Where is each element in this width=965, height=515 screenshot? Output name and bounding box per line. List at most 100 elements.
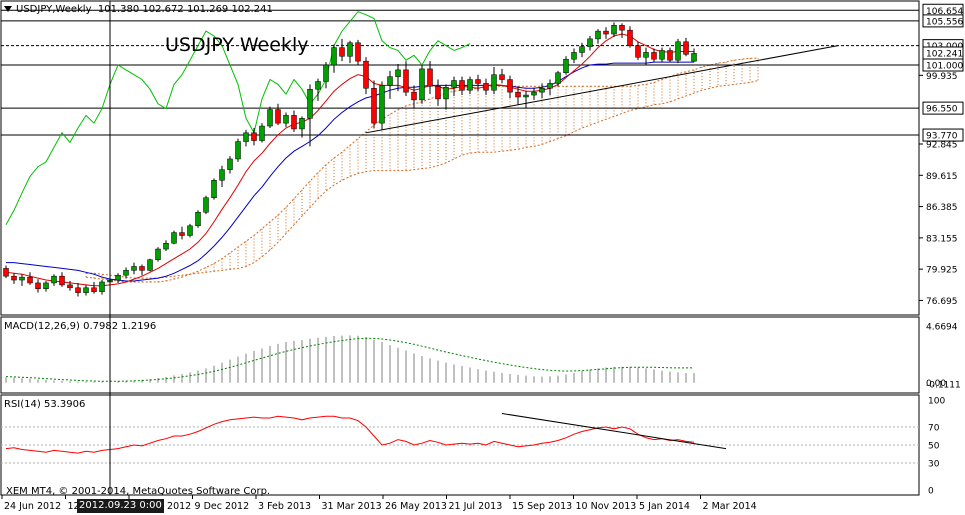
price-trendline xyxy=(365,45,839,134)
candle-body xyxy=(203,197,209,213)
candle-body xyxy=(267,109,273,127)
candle-body xyxy=(323,64,329,82)
candle-body xyxy=(339,47,345,57)
time-label: 9 Dec 2012 xyxy=(195,501,250,512)
chikou-span-line xyxy=(5,11,471,226)
candle-body xyxy=(419,68,425,101)
time-label: 10 Nov 2013 xyxy=(576,501,637,512)
candle-body xyxy=(659,50,665,60)
price-label: 101.000 xyxy=(926,62,963,72)
candle-body xyxy=(19,276,25,281)
candle-body xyxy=(579,46,585,53)
price-label: 76.695 xyxy=(926,297,958,307)
candle-body xyxy=(427,68,433,87)
macd-signal-line xyxy=(5,337,694,382)
candle-body xyxy=(195,211,201,227)
candle-body xyxy=(523,94,529,98)
candle-body xyxy=(11,275,17,281)
candle-body xyxy=(147,259,153,271)
candle-body xyxy=(291,115,297,130)
time-label: 26 May 2013 xyxy=(385,501,447,512)
horizontal-levels xyxy=(1,9,919,136)
trendlines[interactable] xyxy=(365,45,839,134)
candle-body xyxy=(595,30,601,40)
price-tag-box xyxy=(922,14,964,28)
price-label: 86.385 xyxy=(926,203,958,213)
candle-body xyxy=(403,69,409,93)
time-label: 31 Mar 2013 xyxy=(322,501,382,512)
candles xyxy=(3,22,697,297)
candle-body xyxy=(467,79,473,91)
candle-body xyxy=(219,169,225,181)
macd-label: MACD(12,26,9) 0.7982 1.2196 xyxy=(4,321,157,332)
rsi-axis-label: 70 xyxy=(928,424,940,434)
price-label: 96.550 xyxy=(926,105,958,115)
price-label: 79.925 xyxy=(926,266,958,276)
indicator-lines xyxy=(5,11,694,287)
candle-body xyxy=(27,276,33,284)
chart-title: USDJPY Weekly xyxy=(165,34,309,56)
price-label: 105.556 xyxy=(926,17,963,27)
time-label: 5 Jan 2014 xyxy=(639,501,690,512)
rsi-trendline xyxy=(501,413,727,450)
candle-body xyxy=(395,69,401,77)
time-label: 2 Mar 2014 xyxy=(703,501,757,512)
candle-body xyxy=(307,88,313,119)
candle-body xyxy=(371,88,377,124)
candle-body xyxy=(451,80,457,88)
time-label: 15 Sep 2013 xyxy=(512,501,572,512)
candle-body xyxy=(331,47,337,66)
candle-body xyxy=(99,281,105,292)
candle-body xyxy=(227,158,233,170)
candle-body xyxy=(83,287,89,293)
chart-header: USDJPY,Weekly 101.380 102.672 101.269 10… xyxy=(4,4,273,15)
candle-body xyxy=(179,232,185,236)
price-label: 83.155 xyxy=(926,234,958,244)
candle-body xyxy=(667,50,673,61)
tenkan-sen-line xyxy=(5,33,694,287)
candle-body xyxy=(235,141,241,160)
senkou-span-b xyxy=(86,80,759,279)
candle-body xyxy=(603,30,609,35)
candle-body xyxy=(115,274,121,281)
candle-body xyxy=(43,282,49,290)
price-tag-box xyxy=(922,101,964,115)
macd-axis-label: 4.6694 xyxy=(926,323,958,333)
candle-body xyxy=(187,225,193,236)
candle-body xyxy=(315,81,321,90)
price-label: 92.845 xyxy=(926,141,958,151)
candle-body xyxy=(155,248,161,260)
candle-body xyxy=(355,42,361,62)
macd-axis-label: 0.00 xyxy=(926,379,946,389)
candle-body xyxy=(691,53,697,62)
price-label: 89.615 xyxy=(926,172,958,182)
candle-body xyxy=(683,41,689,55)
candle-body xyxy=(131,266,137,271)
time-label: 24 Jun 2012 xyxy=(4,501,61,512)
candle-body xyxy=(75,287,81,293)
price-label: 102.241 xyxy=(926,49,963,59)
candle-body xyxy=(619,25,625,31)
candle-body xyxy=(475,79,481,84)
candle-body xyxy=(259,125,265,141)
time-label: 21 Jul 2013 xyxy=(449,501,503,512)
chevron-down-icon[interactable] xyxy=(4,6,12,12)
candle-body xyxy=(563,58,569,74)
price-label: 93.770 xyxy=(926,132,958,142)
candle-body xyxy=(363,60,369,89)
candle-body xyxy=(123,270,129,276)
candle-body xyxy=(35,282,41,290)
candle-body xyxy=(611,25,617,35)
macd-histogram xyxy=(5,335,695,383)
rsi-label: RSI(14) 53.3906 xyxy=(4,399,86,410)
candle-body xyxy=(531,91,537,96)
symbol-label: USDJPY,Weekly xyxy=(16,4,92,15)
candle-body xyxy=(539,88,545,93)
candle-body xyxy=(3,268,9,277)
candle-body xyxy=(555,72,561,84)
macd-axis-label: -0.1111 xyxy=(926,381,961,391)
candle-body xyxy=(483,83,489,91)
price-axis: 106.654105.556103.000102.241101.00099.93… xyxy=(919,3,964,497)
